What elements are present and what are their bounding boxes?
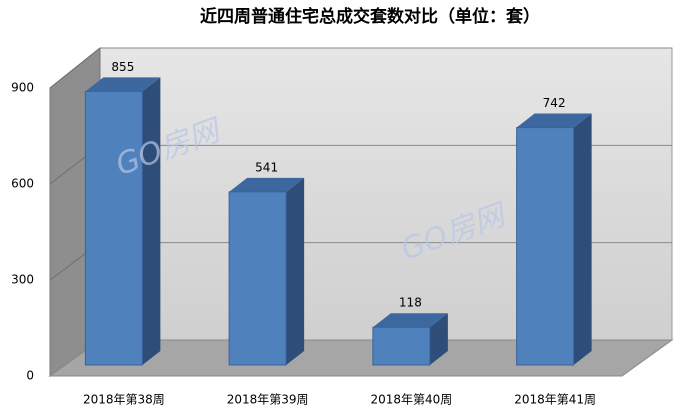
x-tick-label: 2018年第38周 xyxy=(83,393,165,407)
bar xyxy=(516,127,575,366)
bar xyxy=(228,191,287,366)
bar-side xyxy=(142,77,161,366)
bar-side xyxy=(573,113,592,365)
x-tick-label: 2018年第41周 xyxy=(514,393,596,407)
y-tick-label: 300 xyxy=(11,273,34,287)
y-tick-label: 900 xyxy=(11,81,34,95)
x-tick-label: 2018年第40周 xyxy=(370,393,452,407)
bar-top xyxy=(229,177,305,192)
bar-top xyxy=(85,77,161,92)
grid-line xyxy=(49,47,101,89)
data-label: 742 xyxy=(543,96,566,110)
y-tick-label: 0 xyxy=(26,369,34,383)
data-label: 855 xyxy=(111,60,134,74)
bar-side xyxy=(429,313,448,365)
chart-title: 近四周普通住宅总成交套数对比（单位：套） xyxy=(200,6,540,27)
bar xyxy=(84,90,143,366)
bar-side xyxy=(286,177,305,365)
bar-top xyxy=(372,313,448,328)
bar-top xyxy=(516,113,592,128)
plot: 0 300 600 900 2018年第38周 855 2018年第39周 541 2018年第… xyxy=(11,47,672,407)
data-label: 541 xyxy=(255,160,278,174)
y-tick-label: 600 xyxy=(11,177,34,191)
x-tick-label: 2018年第39周 xyxy=(227,393,309,407)
bar xyxy=(372,326,431,366)
data-label: 118 xyxy=(399,296,422,310)
